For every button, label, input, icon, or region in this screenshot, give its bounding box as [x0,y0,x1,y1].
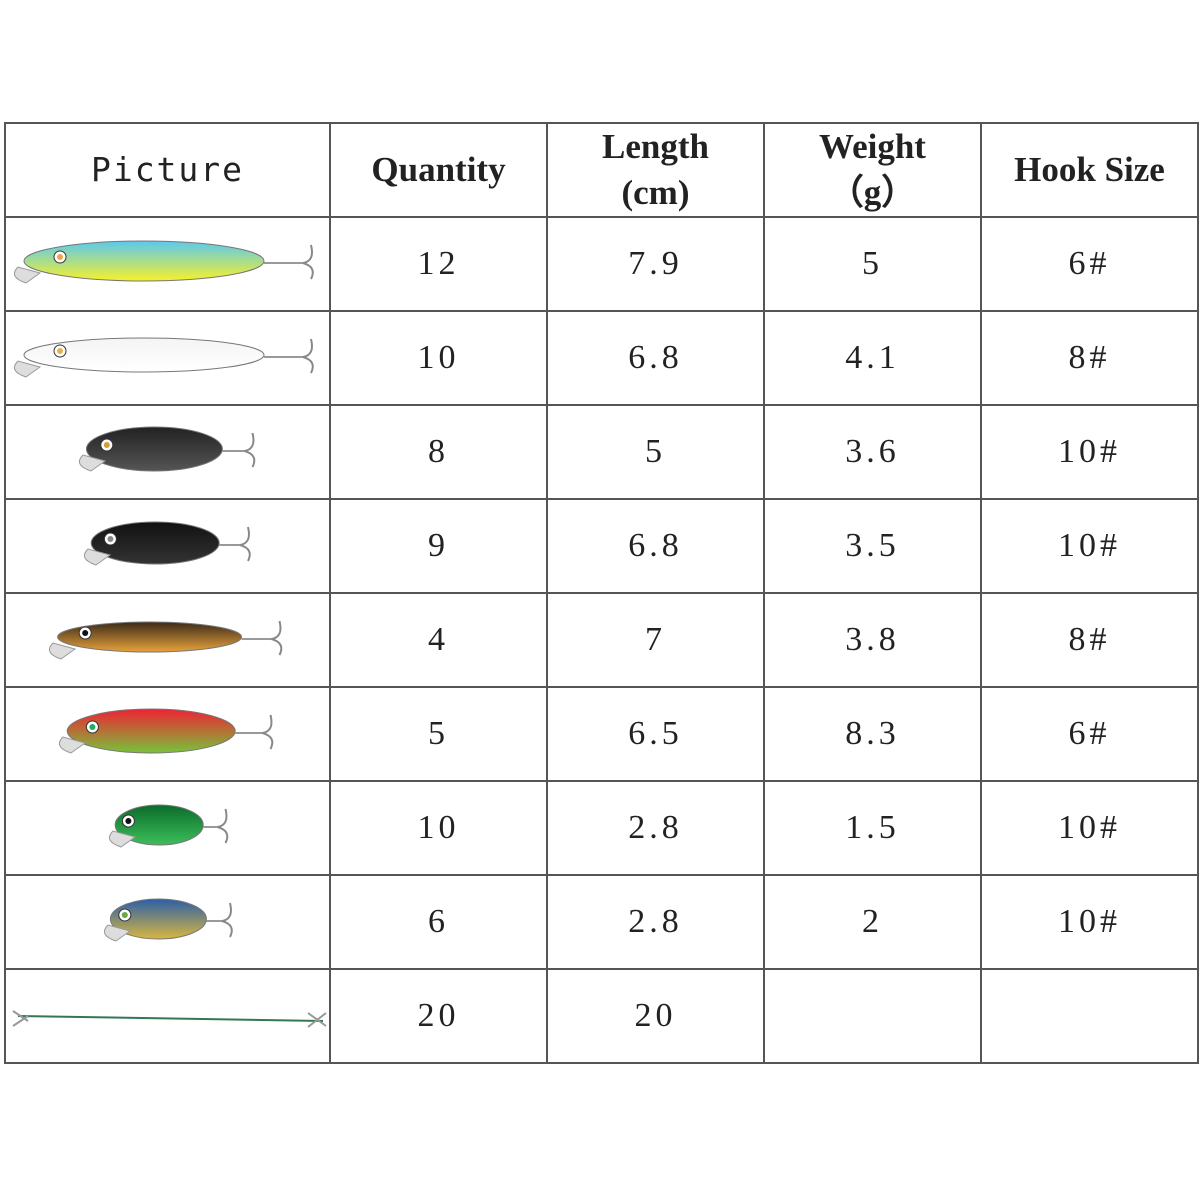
lure-picture [58,708,273,754]
picture-cell [4,310,331,406]
picture-cell [4,780,331,876]
lure-picture [13,337,314,378]
header-cell: Length (cm) [546,122,765,218]
table-row: 12 7.9 5 6# [4,216,1199,312]
table-cell: 5 [763,216,982,312]
table-cell: 2.8 [546,780,765,876]
picture-cell [4,686,331,782]
picture-cell [4,498,331,594]
table-cell: 8# [980,592,1199,688]
table-row: 10 2.8 1.5 10# [4,780,1199,876]
header-cell: Picture [4,122,331,218]
picture-cell [4,592,331,688]
picture-cell [4,968,331,1064]
table-row: 9 6.8 3.5 10# [4,498,1199,594]
table-cell: 20 [546,968,765,1064]
picture-cell [4,216,331,312]
table-cell: 6.5 [546,686,765,782]
table-row: 10 6.8 4.1 8# [4,310,1199,406]
table-row: 4 7 3.8 8# [4,592,1199,688]
table-cell: 6# [980,216,1199,312]
empty-cell [763,968,982,1064]
table-cell: 3.8 [763,592,982,688]
table-cell: 2 [763,874,982,970]
table-cell: 7 [546,592,765,688]
table-cell: 6# [980,686,1199,782]
table-cell: 6 [329,874,548,970]
table-cell: 3.5 [763,498,982,594]
table-cell: 4.1 [763,310,982,406]
table-cell: 5 [546,404,765,500]
table-cell: 6.8 [546,498,765,594]
table-cell: 8 [329,404,548,500]
table-cell: 10# [980,874,1199,970]
table-cell: 10 [329,310,548,406]
table-cell: 5 [329,686,548,782]
lure-picture [103,898,233,942]
header-cell: Quantity [329,122,548,218]
table-body: 12 7.9 5 6# 10 6.8 4.1 8# 8 5 3.6 10# 9 6.8 3.5 10# 4 7 3.… [4,216,1199,1064]
table-cell: 7.9 [546,216,765,312]
lure-picture [83,521,251,566]
lure-picture [48,620,282,660]
empty-cell [980,968,1199,1064]
table-cell: 1.5 [763,780,982,876]
header-cell: Hook Size [980,122,1199,218]
table-row: 20 20 [4,968,1199,1064]
picture-cell [4,404,331,500]
table-cell: 9 [329,498,548,594]
table-cell: 6.8 [546,310,765,406]
lure-picture [78,426,255,472]
lure-picture [11,1010,327,1028]
table-cell: 8# [980,310,1199,406]
table-cell: 20 [329,968,548,1064]
table-cell: 10 [329,780,548,876]
table-cell: 10# [980,498,1199,594]
header-row: Picture Quantity Length (cm) Weight （g） Hook… [4,122,1199,218]
lure-picture [13,240,314,284]
table-cell: 3.6 [763,404,982,500]
table-row: 8 5 3.6 10# [4,404,1199,500]
table-cell: 12 [329,216,548,312]
picture-cell [4,874,331,970]
table-row: 5 6.5 8.3 6# [4,686,1199,782]
lure-picture [108,804,228,848]
table-cell: 10# [980,404,1199,500]
table-cell: 10# [980,780,1199,876]
table-row: 6 2.8 2 10# [4,874,1199,970]
lure-table: Picture Quantity Length (cm) Weight （g） Hook… [4,122,1199,1064]
table-cell: 2.8 [546,874,765,970]
table-cell: 8.3 [763,686,982,782]
header-cell: Weight （g） [763,122,982,218]
table-cell: 4 [329,592,548,688]
